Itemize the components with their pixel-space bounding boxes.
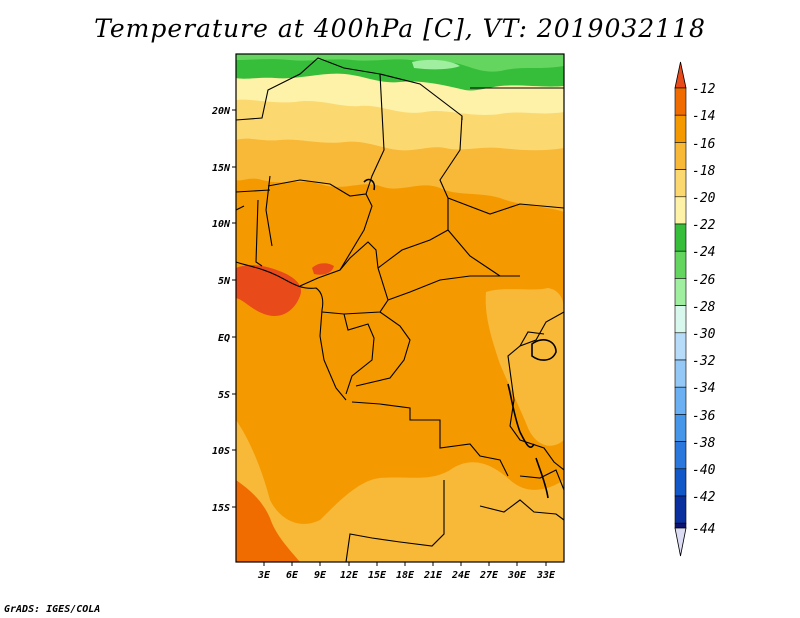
- lat-label-15s: 15S: [212, 503, 230, 514]
- country-borders: [236, 57, 564, 562]
- colorbar-segment: [674, 305, 687, 334]
- lake-tanganyika: [507, 383, 535, 448]
- colorbar-label: -28: [692, 300, 716, 315]
- field-minus-12-small-patch: [312, 263, 334, 275]
- grads-credit: GrADS: IGES/COLA: [4, 604, 101, 615]
- field-minus-28-patch: [412, 59, 460, 70]
- colorbar-label: -34: [692, 381, 715, 396]
- lon-label-30e: 30E: [507, 570, 527, 581]
- colorbar-label: -40: [692, 463, 716, 478]
- sudan-southsudan-border: [447, 197, 564, 215]
- lon-label-6e: 6E: [286, 570, 299, 581]
- colorbar-label: -22: [692, 218, 716, 233]
- congo-border: [343, 311, 411, 395]
- lake-victoria: [531, 339, 557, 361]
- lat-label-15n: 15N: [212, 163, 231, 174]
- lon-label-18e: 18E: [396, 570, 415, 581]
- lon-label-21e: 21E: [423, 570, 443, 581]
- lat-label-20n: 20N: [211, 106, 231, 117]
- lon-label-3e: 3E: [257, 570, 271, 581]
- colorbar-label: -38: [692, 436, 716, 451]
- lat-label-10s: 10S: [212, 446, 230, 457]
- nigeria-border: [267, 179, 373, 287]
- colorbar-label: -14: [692, 109, 715, 124]
- colorbar-label: -30: [692, 327, 716, 342]
- lon-label-27e: 27E: [479, 570, 499, 581]
- colorbar-label: -20: [692, 191, 716, 206]
- colorbar-segment: [674, 114, 687, 143]
- colorbar-segment: [674, 386, 687, 415]
- lon-label-9e: 9E: [314, 570, 327, 581]
- lat-label-5s: 5S: [218, 390, 230, 401]
- colorbar-label: -24: [692, 245, 715, 260]
- colorbar-segment: [674, 278, 687, 306]
- lake-malawi: [535, 457, 549, 499]
- colorbar-segment: [674, 196, 687, 225]
- colorbar-segment: [674, 441, 687, 470]
- colorbar-label: -36: [692, 409, 716, 424]
- field-minus-14-tongue: [236, 480, 300, 562]
- y-axis: 20N 15N 10N 5N EQ 5S 10S 15S: [211, 106, 236, 514]
- colorbar-segment: [674, 223, 687, 252]
- colorbar-segment: [674, 495, 687, 524]
- west-coast-gulf-guinea: [236, 261, 347, 401]
- colorbar-label: -42: [692, 490, 716, 505]
- field-minus-16-east-patch: [485, 288, 564, 446]
- colorbar-segment: [674, 169, 687, 198]
- colorbar-label: -32: [692, 354, 716, 369]
- colorbar-segment: [674, 87, 687, 116]
- field-minus-16-south-patch: [236, 420, 564, 562]
- lon-label-24e: 24E: [451, 570, 471, 581]
- colorbar-segment: [674, 522, 687, 529]
- niger-east-border: [365, 73, 385, 195]
- colorbar-cap-bottom: [674, 527, 687, 557]
- colorbar-segment: [674, 414, 687, 442]
- plot-frame: [235, 53, 565, 563]
- colorbar-segment: [674, 142, 687, 170]
- lon-label-12e: 12E: [340, 570, 359, 581]
- zambia-angola-border: [345, 480, 445, 562]
- benin-togo-borders: [255, 175, 273, 267]
- colorbar-segment: [674, 359, 687, 388]
- lon-label-15e: 15E: [368, 570, 387, 581]
- ghana-burkina-border: [236, 189, 271, 211]
- lon-label-33e: 33E: [536, 570, 556, 581]
- field-minus-12-gulf-patch: [236, 265, 302, 316]
- colorbar-label: -16: [692, 137, 716, 152]
- colorbar-label: -12: [692, 82, 716, 97]
- east-africa-borders: [507, 311, 564, 471]
- lat-label-eq: EQ: [218, 333, 230, 344]
- sahara-borders: [236, 57, 463, 121]
- plot-title: Temperature at 400hPa [C], VT: 201903211…: [94, 14, 706, 43]
- colorbar-segment: [674, 332, 687, 361]
- lat-label-10n: 10N: [212, 219, 231, 230]
- drc-south-border: [351, 401, 509, 477]
- mozambique-borders: [479, 469, 564, 521]
- car-border: [377, 229, 520, 301]
- colorbar-label: -18: [692, 164, 716, 179]
- x-axis: 3E 6E 9E 12E 15E 18E 21E 24E 27E 30E 33E: [257, 562, 556, 581]
- colorbar-cap-top: [674, 61, 687, 89]
- colorbar: -12 -14 -16 -18 -20 -22 -24 -26 -28 -30 …: [674, 61, 716, 557]
- colorbar-segment: [674, 468, 687, 497]
- lat-label-5n: 5N: [218, 276, 231, 287]
- lake-chad: [363, 178, 376, 191]
- colorbar-label: -26: [692, 273, 716, 288]
- colorbar-segment: [674, 250, 687, 279]
- colorbar-label: -44: [692, 522, 715, 537]
- temperature-field: [236, 54, 564, 562]
